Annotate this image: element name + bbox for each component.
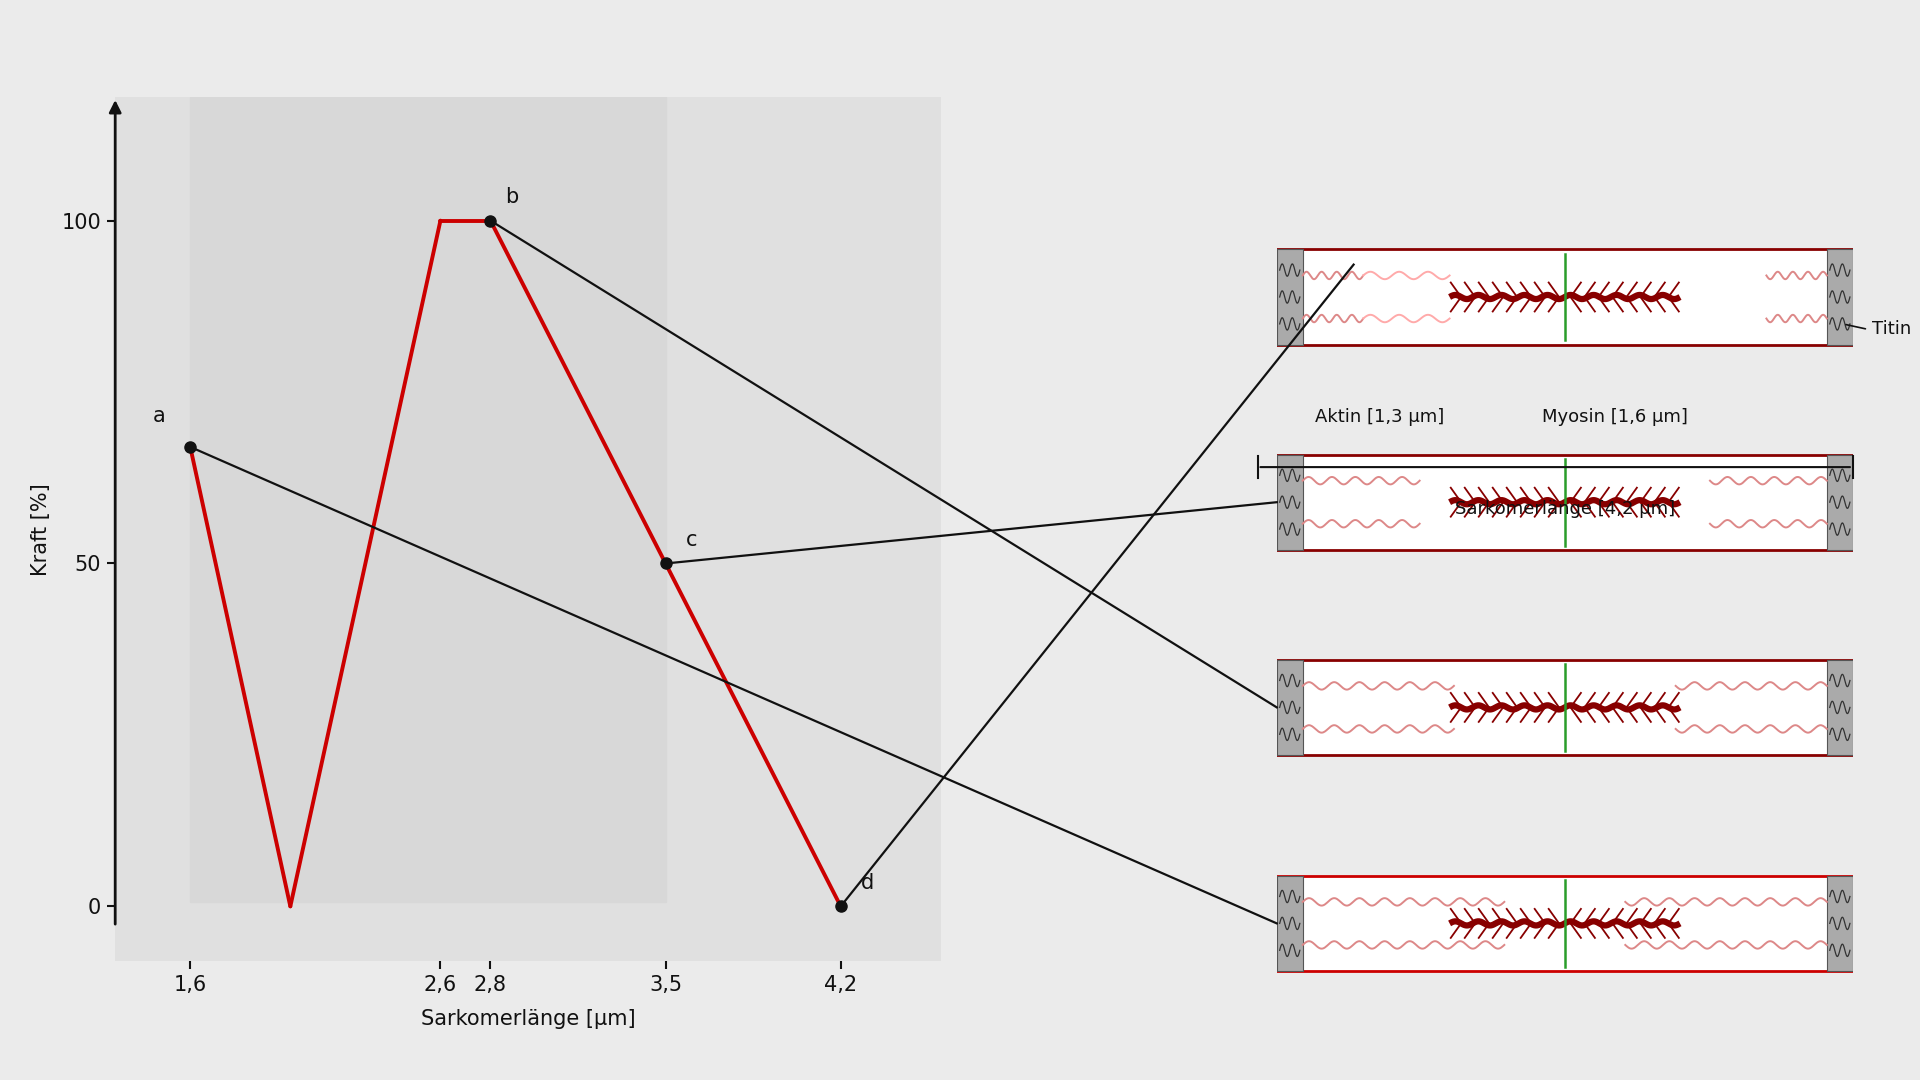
Text: Aktin [1,3 μm]: Aktin [1,3 μm] [1315, 408, 1444, 426]
Text: b: b [505, 187, 518, 207]
Bar [1277, 660, 1302, 755]
X-axis label: Sarkomerlänge [μm]: Sarkomerlänge [μm] [420, 1009, 636, 1029]
Text: Titin: Titin [1872, 321, 1910, 338]
Bar [1277, 249, 1302, 345]
Bar [1277, 660, 1853, 755]
Text: Sarkomerlänge [4,2 μm]: Sarkomerlänge [4,2 μm] [1455, 499, 1674, 517]
Bar [1826, 876, 1853, 971]
Bar [1277, 876, 1302, 971]
Bar [1826, 249, 1853, 345]
Text: Kraft [%]: Kraft [%] [31, 483, 52, 576]
Bar [190, 97, 666, 903]
Bar [1277, 455, 1853, 550]
Text: d: d [860, 873, 874, 893]
Text: c: c [685, 530, 697, 550]
Bar [1277, 249, 1853, 345]
Text: a: a [154, 406, 165, 427]
Bar [1277, 876, 1853, 971]
Bar [1826, 660, 1853, 755]
Bar [1826, 455, 1853, 550]
Bar [1277, 455, 1302, 550]
Text: Myosin [1,6 μm]: Myosin [1,6 μm] [1542, 408, 1688, 426]
